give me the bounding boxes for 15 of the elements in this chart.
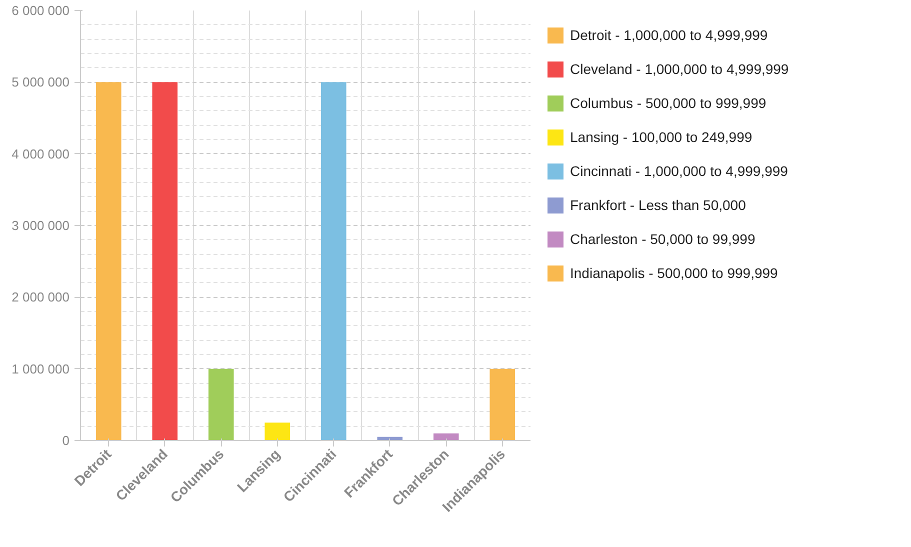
y-tick-label: 0 [62, 433, 70, 448]
legend-label: Charleston - 50,000 to 99,999 [570, 231, 756, 247]
legend-label: Cincinnati - 1,000,000 to 4,999,999 [570, 163, 788, 179]
legend-label: Columbus - 500,000 to 999,999 [570, 95, 766, 111]
legend-label: Cleveland - 1,000,000 to 4,999,999 [570, 61, 789, 77]
legend-label: Detroit - 1,000,000 to 4,999,999 [570, 27, 768, 43]
y-tick-label: 5 000 000 [12, 74, 70, 90]
legend-label: Lansing - 100,000 to 249,999 [570, 129, 752, 145]
y-tick-label: 6 000 000 [12, 3, 70, 18]
legend-label: Indianapolis - 500,000 to 999,999 [570, 265, 778, 281]
legend-label: Frankfort - Less than 50,000 [570, 197, 746, 213]
y-tick-label: 2 000 000 [12, 290, 70, 305]
y-tick-label: 3 000 000 [12, 218, 70, 233]
y-tick-label: 1 000 000 [12, 361, 70, 376]
y-tick-label: 4 000 000 [12, 146, 70, 162]
